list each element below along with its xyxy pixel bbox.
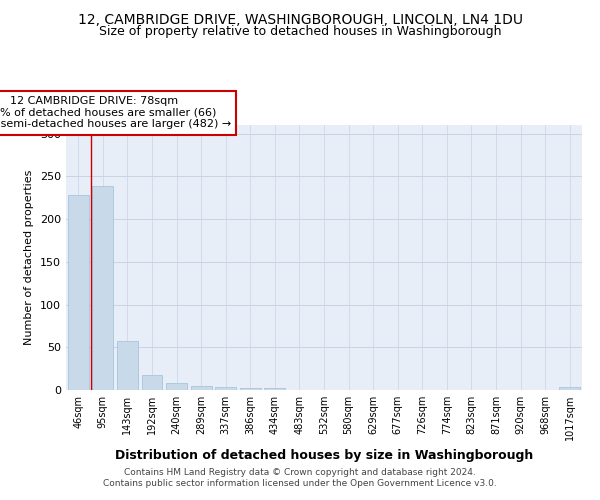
Bar xyxy=(142,376,163,390)
Text: 12 CAMBRIDGE DRIVE: 78sqm
← 12% of detached houses are smaller (66)
87% of semi-: 12 CAMBRIDGE DRIVE: 78sqm ← 12% of detac… xyxy=(0,96,231,130)
Text: Size of property relative to detached houses in Washingborough: Size of property relative to detached ho… xyxy=(99,25,501,38)
Y-axis label: Number of detached properties: Number of detached properties xyxy=(25,170,34,345)
Bar xyxy=(265,388,286,390)
Bar xyxy=(215,388,236,390)
Bar xyxy=(68,195,89,390)
Bar xyxy=(559,388,580,390)
Bar xyxy=(166,383,187,390)
X-axis label: Distribution of detached houses by size in Washingborough: Distribution of detached houses by size … xyxy=(115,448,533,462)
Text: 12, CAMBRIDGE DRIVE, WASHINGBOROUGH, LINCOLN, LN4 1DU: 12, CAMBRIDGE DRIVE, WASHINGBOROUGH, LIN… xyxy=(77,12,523,26)
Bar xyxy=(92,186,113,390)
Bar xyxy=(191,386,212,390)
Text: Contains HM Land Registry data © Crown copyright and database right 2024.
Contai: Contains HM Land Registry data © Crown c… xyxy=(103,468,497,487)
Bar xyxy=(240,388,261,390)
Bar xyxy=(117,342,138,390)
